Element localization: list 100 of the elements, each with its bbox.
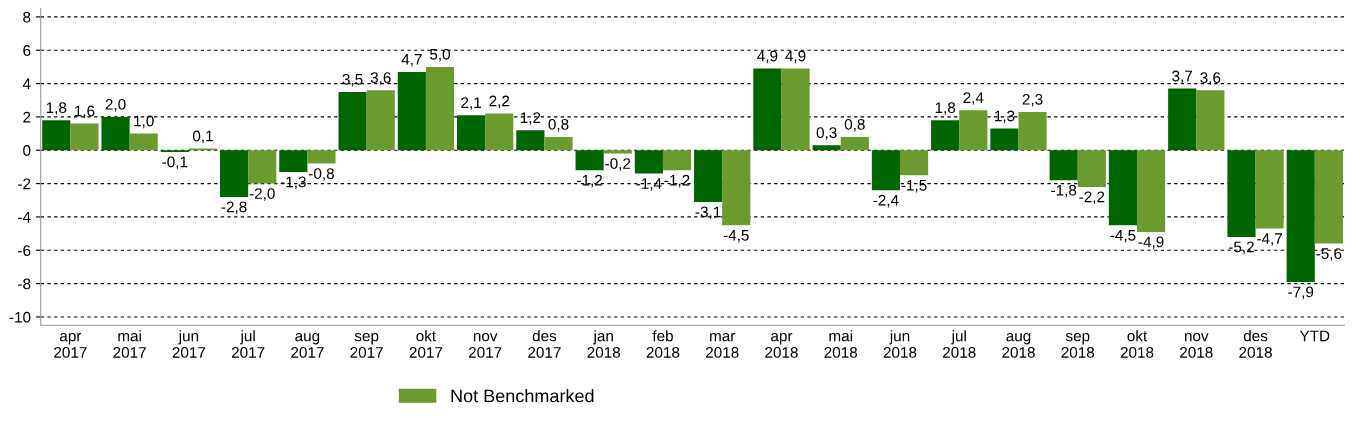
bar [1049, 150, 1078, 181]
bar [457, 115, 486, 151]
bar [1196, 90, 1225, 151]
bar [694, 150, 723, 202]
x-tick-label: jan 2018 [587, 330, 621, 358]
x-tick-label: feb 2018 [646, 330, 680, 358]
data-label: 1,6 [74, 105, 95, 119]
bar [662, 150, 692, 171]
bar [1314, 150, 1343, 244]
data-label: 5,0 [429, 48, 451, 62]
bar [1168, 88, 1197, 151]
x-tick-label: mar 2018 [705, 332, 739, 358]
bar [279, 150, 308, 172]
y-tick-label: -8 [18, 278, 31, 290]
bar [307, 150, 336, 164]
data-label: 2,3 [1022, 93, 1043, 107]
bar [1077, 150, 1106, 187]
bar [101, 116, 130, 151]
bar [1227, 150, 1256, 237]
bar [1255, 150, 1284, 229]
data-label: 0,8 [844, 118, 865, 132]
data-label: 0,8 [548, 118, 569, 132]
legend-label: Not Benchmarked [451, 389, 594, 403]
x-tick-label: sep 2018 [1061, 332, 1095, 358]
data-label: 2,2 [489, 95, 510, 109]
bar [42, 120, 71, 151]
x-tick-label: des 2017 [528, 330, 561, 358]
bar [1018, 111, 1047, 151]
x-tick-label: jun 2017 [172, 330, 206, 358]
bar [485, 113, 514, 151]
data-label: 1,3 [994, 110, 1015, 124]
bar [931, 120, 960, 151]
y-tick-label: -6 [18, 245, 31, 256]
x-tick-label: jul 2017 [231, 330, 265, 358]
data-label: -3,1 [695, 206, 721, 220]
bar [1108, 150, 1138, 226]
bar [871, 150, 900, 191]
data-label: -1,2 [664, 174, 690, 188]
x-tick-label: nov 2018 [1180, 332, 1213, 358]
bar [220, 150, 249, 197]
y-tick-label: -2 [18, 178, 31, 190]
data-label: -4,5 [723, 229, 749, 243]
data-label: 4,7 [401, 54, 422, 67]
data-label: 2,4 [963, 92, 984, 105]
data-label: -0,2 [605, 158, 631, 171]
x-tick-label: des 2018 [1239, 330, 1272, 358]
data-label: -4,9 [1138, 236, 1164, 250]
data-label: -0,1 [162, 156, 188, 170]
data-label: 4,9 [757, 50, 778, 64]
data-label: -1,4 [636, 178, 662, 191]
x-tick-label: sep 2017 [350, 332, 383, 358]
data-label: -5,2 [1228, 241, 1254, 255]
bar [634, 150, 663, 174]
bar [575, 150, 604, 171]
data-label: -1,8 [1051, 184, 1077, 198]
data-label: -7,9 [1288, 286, 1314, 300]
x-tick-label: mai 2018 [824, 330, 858, 358]
data-label: -4,5 [1110, 229, 1136, 243]
y-tick-label: -10 [9, 311, 31, 323]
bar [544, 136, 573, 151]
data-label: 2,0 [105, 98, 126, 112]
data-label: -4,7 [1257, 233, 1282, 246]
x-tick-label: okt 2018 [1120, 330, 1154, 358]
data-label: -2,2 [1079, 191, 1105, 205]
data-label: 3,6 [1200, 72, 1221, 85]
bar [425, 66, 455, 151]
x-tick-label: aug 2018 [1002, 332, 1035, 358]
bar [516, 130, 545, 151]
bar [338, 91, 367, 151]
data-label: 0,3 [816, 127, 837, 140]
y-tick-label: 6 [23, 45, 31, 56]
data-label: 3,6 [370, 72, 391, 85]
data-label: -1,5 [901, 179, 927, 193]
y-tick-label: 0 [23, 145, 31, 156]
x-tick-label: jul 2018 [943, 330, 976, 358]
bar [603, 150, 632, 154]
x-tick-label: aug 2017 [291, 332, 324, 358]
x-tick-label: jun 2018 [883, 330, 917, 358]
data-label: -2,8 [221, 201, 247, 215]
x-tick-label: YTD [1299, 330, 1330, 342]
bar [1286, 150, 1315, 282]
bar [129, 133, 158, 151]
x-tick-label: nov 2017 [468, 332, 502, 358]
data-label: 4,9 [785, 50, 806, 64]
bar [840, 136, 869, 151]
data-label: 2,1 [461, 97, 481, 110]
bar [899, 150, 929, 176]
bar [722, 150, 751, 226]
data-label: 1,0 [134, 115, 154, 129]
data-label: -0,8 [308, 168, 334, 181]
data-label: -2,4 [873, 194, 899, 208]
bar [959, 110, 988, 151]
bar [366, 90, 395, 151]
y-tick-label: 2 [23, 111, 31, 123]
bar [248, 150, 277, 184]
y-tick-label: 8 [23, 11, 31, 23]
x-tick-label: apr 2018 [765, 332, 798, 358]
y-tick-label: -4 [18, 211, 31, 223]
bar [753, 68, 782, 151]
bar [70, 123, 99, 151]
